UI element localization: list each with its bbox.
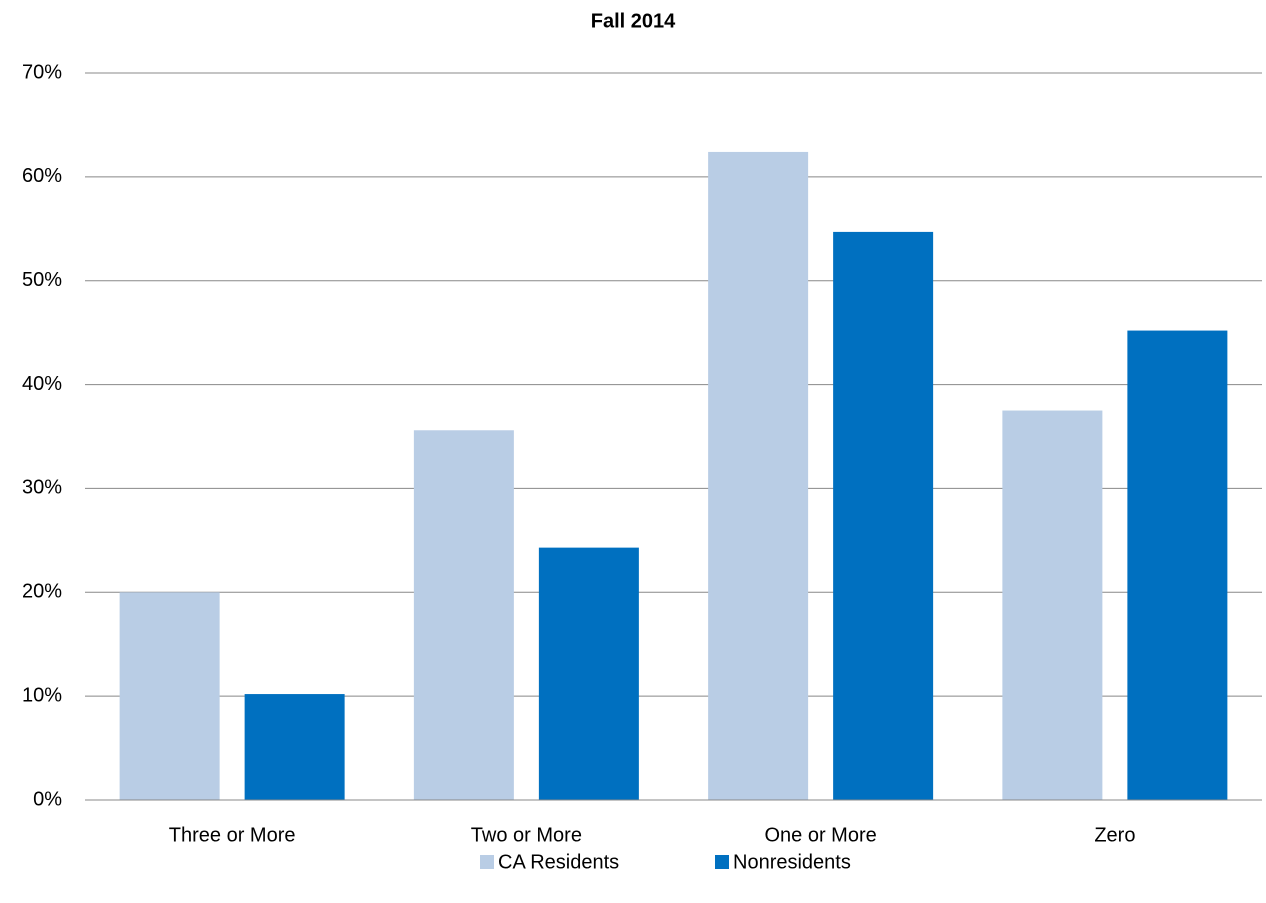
- legend-swatch: [715, 855, 729, 869]
- chart-title: Fall 2014: [591, 10, 676, 32]
- legend-swatch: [480, 855, 494, 869]
- legend-label: CA Residents: [498, 851, 619, 873]
- bar: [1127, 330, 1228, 800]
- y-tick-label: 0%: [33, 788, 62, 810]
- x-tick-label: Zero: [1094, 824, 1135, 846]
- bar: [413, 430, 514, 800]
- bar: [119, 592, 220, 800]
- legend-label: Nonresidents: [733, 851, 851, 873]
- bar: [833, 231, 934, 800]
- bar: [538, 547, 639, 800]
- bar: [708, 151, 809, 801]
- y-tick-label: 30%: [22, 477, 62, 499]
- y-tick-label: 20%: [22, 581, 62, 603]
- x-tick-label: One or More: [764, 824, 876, 846]
- bar: [244, 694, 345, 800]
- y-tick-label: 10%: [22, 684, 62, 706]
- y-tick-label: 50%: [22, 269, 62, 291]
- y-tick-label: 40%: [22, 373, 62, 395]
- bar: [1002, 410, 1103, 800]
- x-tick-label: Three or More: [169, 824, 296, 846]
- y-tick-label: 70%: [22, 61, 62, 83]
- y-tick-label: 60%: [22, 165, 62, 187]
- x-tick-label: Two or More: [471, 824, 582, 846]
